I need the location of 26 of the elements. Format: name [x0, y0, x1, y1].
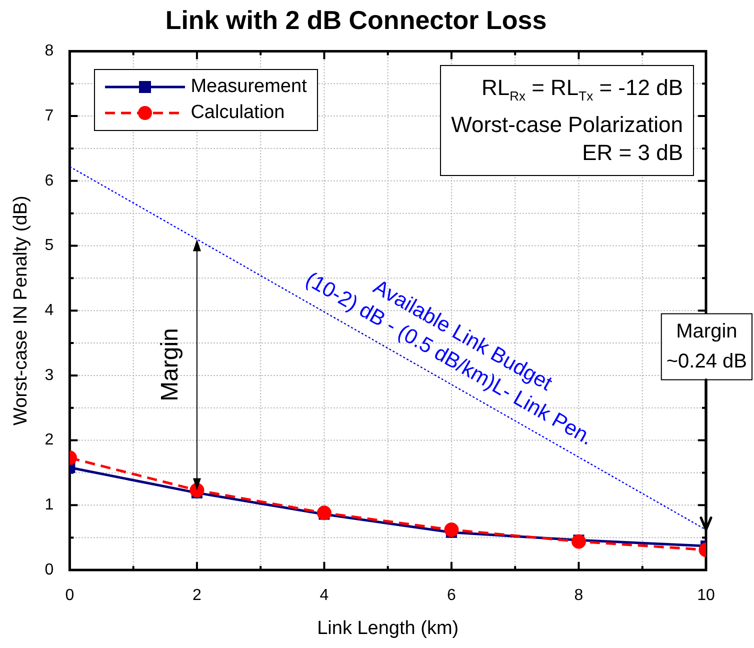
annotation: RL$_{Rx}$ = RL$_{Tx}$ = -12 dB Worst-case Polarization ER = 3 dB: [451, 74, 683, 167]
point: [571, 534, 586, 549]
x-tick-label: 2: [192, 587, 202, 604]
annotation: Margin ~0.24 dB: [666, 320, 747, 372]
point: [316, 506, 332, 520]
x-tick-label: 6: [447, 587, 456, 604]
annotation: Margin: [156, 328, 184, 402]
y-tick-label: 4: [44, 302, 54, 320]
chart-title: Link with 2 dB Connector Loss: [165, 4, 547, 35]
x-tick-label: 8: [574, 587, 584, 604]
y-tick-label: 1: [44, 496, 54, 514]
y-axis-title: Worst-case IN Penalty (dB): [10, 196, 32, 426]
x-tick-label: 0: [65, 587, 74, 604]
y-tick-label: 0: [44, 561, 54, 578]
legend-label: Measurement: [190, 76, 307, 98]
y-tick-label: 2: [44, 432, 54, 449]
x-axis-title: Link Length (km): [317, 618, 459, 639]
y-tick-label: 5: [44, 237, 54, 254]
y-tick-label: 7: [44, 107, 54, 124]
y-tick-label: 6: [44, 172, 54, 190]
legend-label: Calculation: [190, 102, 285, 124]
x-tick-label: 10: [697, 587, 715, 604]
y-tick-label: 8: [44, 42, 54, 60]
point: [444, 522, 459, 538]
x-tick-label: 4: [320, 587, 329, 604]
y-tick-label: 3: [44, 366, 54, 384]
